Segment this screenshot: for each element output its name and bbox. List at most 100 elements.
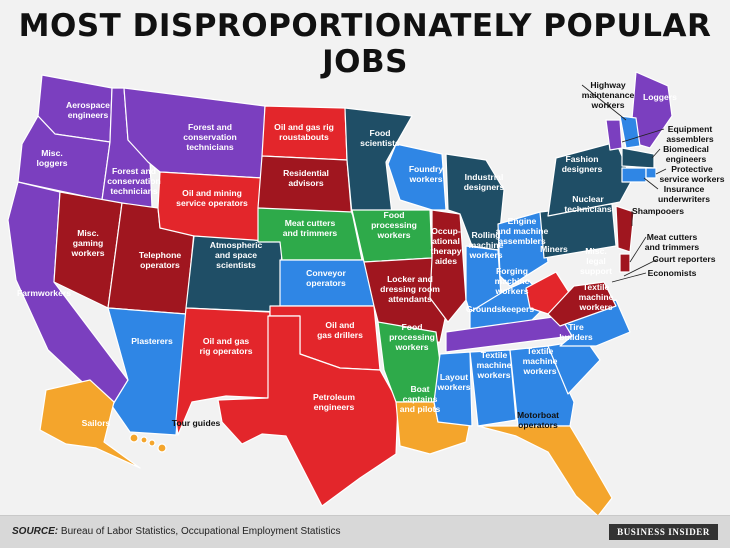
source-label: SOURCE: bbox=[12, 526, 59, 537]
state-oh bbox=[497, 211, 549, 287]
state-label-line: Forging bbox=[496, 266, 528, 276]
state-label-line: Tour guides bbox=[172, 418, 221, 428]
state-label-line: operators bbox=[518, 420, 558, 430]
callout-label-de: Meat cutters and trimmers bbox=[645, 232, 700, 252]
state-ga bbox=[509, 345, 575, 427]
state-label-line: Miners bbox=[540, 244, 568, 254]
state-label-wa: Aerospace engineers bbox=[66, 100, 110, 120]
state-label-sd: Residential advisors bbox=[283, 168, 329, 188]
state-label-line: Food bbox=[402, 322, 423, 332]
callout-leader-ri bbox=[655, 168, 667, 175]
callout-label-line: and trimmers bbox=[645, 242, 700, 252]
state-label-nd: Oil and gas rig roustabouts bbox=[274, 122, 334, 142]
state-label-line: Nuclear bbox=[572, 194, 604, 204]
page-title: MOST DISPROPORTIONATELY POPULAR JOBS bbox=[18, 8, 712, 80]
state-label-line: Residential bbox=[283, 168, 329, 178]
state-label-wv: Miners bbox=[540, 244, 568, 254]
callout-leader-ma bbox=[651, 148, 661, 159]
state-label-wy: Oil and mining service operators bbox=[176, 188, 248, 208]
state-label-line: workers bbox=[71, 248, 105, 258]
state-ms bbox=[433, 351, 473, 427]
callout-label-line: service workers bbox=[660, 174, 725, 184]
source-text: Bureau of Labor Statistics, Occupational… bbox=[58, 526, 341, 537]
state-label-nc: Textile machine workers bbox=[579, 282, 614, 312]
state-label-line: and pilots bbox=[400, 404, 441, 414]
state-mn bbox=[344, 107, 413, 215]
state-label-mi: Industrial designers bbox=[464, 172, 505, 192]
callout-label-line: workers bbox=[591, 100, 625, 110]
state-de bbox=[619, 253, 631, 273]
state-label-line: Occup- bbox=[431, 226, 461, 236]
state-ri bbox=[645, 167, 657, 179]
state-label-line: scientists bbox=[216, 260, 256, 270]
state-label-line: operators bbox=[140, 260, 180, 270]
state-label-ut: Telephone operators bbox=[139, 250, 182, 270]
state-label-line: Textile bbox=[481, 350, 508, 360]
state-label-il: Occup-ational therapy aides bbox=[430, 226, 461, 266]
state-label-line: ational bbox=[432, 236, 460, 246]
state-label-line: workers bbox=[495, 286, 529, 296]
state-label-line: workers bbox=[395, 342, 429, 352]
state-label-line: workers bbox=[579, 302, 613, 312]
state-label-line: and trimmers bbox=[283, 228, 338, 238]
callout-label-ma: Biomedical engineers bbox=[663, 144, 709, 164]
state-label-ms: Layout workers bbox=[437, 372, 471, 392]
state-label-line: Groundskeepers bbox=[466, 304, 535, 314]
state-label-ca: Farmworkers bbox=[17, 288, 71, 298]
state-label-line: Conveyor bbox=[306, 268, 346, 278]
callout-label-line: underwriters bbox=[658, 194, 710, 204]
state-label-line: Fashion bbox=[566, 154, 599, 164]
state-tx bbox=[217, 315, 399, 507]
state-label-line: technicians bbox=[564, 204, 612, 214]
state-label-line: machine bbox=[477, 360, 512, 370]
state-label-line: Oil and mining bbox=[182, 188, 242, 198]
state-label-oh: Engine and machine assemblers bbox=[496, 216, 549, 246]
state-fl bbox=[477, 425, 613, 515]
state-label-line: conservation bbox=[183, 132, 237, 142]
state-label-mo: Locker and dressing room attendants bbox=[380, 274, 440, 304]
state-label-line: Forest and bbox=[188, 122, 232, 132]
callout-label-line: engineers bbox=[666, 154, 707, 164]
state-label-tx: Petroleum engineers bbox=[313, 392, 355, 412]
state-label-line: Engine bbox=[508, 216, 537, 226]
state-label-ne: Meat cutters and trimmers bbox=[283, 218, 338, 238]
callout-label-line: Highway bbox=[590, 80, 626, 90]
footer: SOURCE: Bureau of Labor Statistics, Occu… bbox=[0, 515, 730, 548]
state-label-co: Atmospheric and space scientists bbox=[210, 240, 263, 270]
state-label-line: designers bbox=[464, 182, 505, 192]
state-label-ak: Sailors bbox=[82, 418, 111, 428]
state-label-line: Atmospheric bbox=[210, 240, 263, 250]
state-label-ar: Food processing workers bbox=[389, 322, 435, 352]
state-label-fl: Motorboat operators bbox=[517, 410, 559, 430]
state-label-line: conservation bbox=[107, 176, 161, 186]
state-label-line: Oil and gas bbox=[203, 336, 250, 346]
state-label-line: workers bbox=[523, 366, 557, 376]
callout-leader-vt bbox=[621, 128, 665, 143]
state-label-line: Boat bbox=[410, 384, 429, 394]
state-label-ok: Oil and gas drillers bbox=[317, 320, 363, 340]
state-label-hi: Tour guides bbox=[172, 418, 221, 428]
callout-label-line: Meat cutters bbox=[647, 232, 698, 242]
state-label-ky: Forging machine workers bbox=[495, 266, 530, 296]
state-nh bbox=[619, 115, 641, 149]
state-label-pa: Nuclear technicians bbox=[564, 194, 612, 214]
state-label-line: loggers bbox=[36, 158, 67, 168]
state-label-line: rig operators bbox=[199, 346, 252, 356]
callout-label-line: Equipment bbox=[668, 124, 713, 134]
callout-leader-dc bbox=[611, 272, 647, 283]
state-label-line: Loggers bbox=[643, 92, 677, 102]
callout-label-line: Court reporters bbox=[652, 254, 715, 264]
state-nj bbox=[615, 205, 635, 253]
state-label-mt: Forest and conservation technicians bbox=[183, 122, 237, 152]
state-label-wi: Foundry workers bbox=[409, 164, 444, 184]
state-label-line: Food bbox=[370, 128, 391, 138]
state-label-line: workers bbox=[377, 230, 411, 240]
state-hi-island bbox=[157, 443, 167, 453]
state-label-line: Plasterers bbox=[131, 336, 173, 346]
state-label-ga: Textile machine workers bbox=[523, 346, 558, 376]
state-label-line: legal bbox=[586, 256, 606, 266]
callout-label-line: Protective bbox=[671, 164, 713, 174]
state-label-line: and machine bbox=[496, 226, 549, 236]
state-label-line: Tire bbox=[568, 322, 584, 332]
state-label-line: machine bbox=[495, 276, 530, 286]
